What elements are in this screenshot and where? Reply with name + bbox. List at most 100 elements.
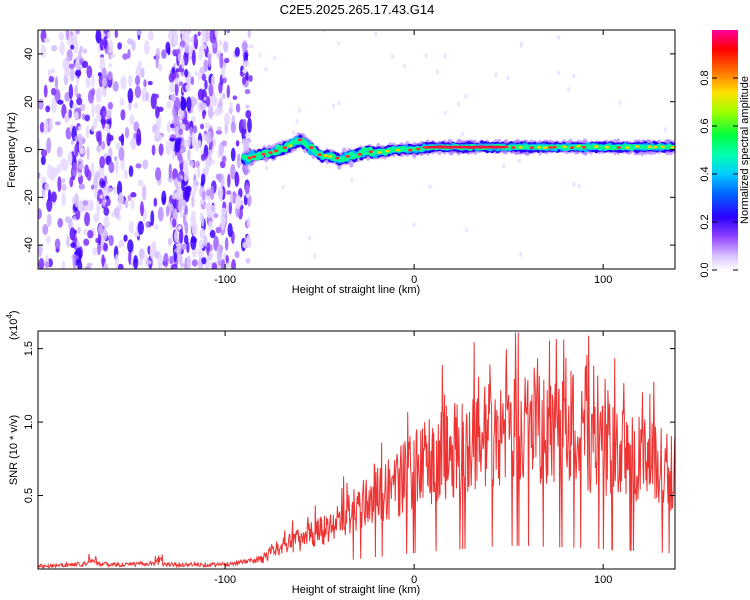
- heatmap-cell: [136, 30, 143, 36]
- heatmap-cell: [220, 259, 226, 269]
- heatmap-cell: [127, 88, 134, 104]
- heatmap-cell: [174, 230, 179, 243]
- heatmap-cell: [562, 145, 567, 149]
- heatmap-cell: [77, 226, 81, 234]
- heatmap-cell: [357, 152, 362, 156]
- heatmap-cell: [246, 216, 251, 229]
- heatmap-cell: [120, 109, 126, 121]
- colorbar-ticks: 0.0 0.2 0.4 0.6 0.8: [699, 70, 738, 278]
- heatmap-cell: [108, 134, 114, 142]
- heatmap-cell: [50, 98, 57, 114]
- y-tick-label: 0: [23, 146, 35, 152]
- heatmap-cell: [224, 237, 229, 251]
- heatmap-cell: [520, 41, 524, 47]
- heatmap-cell: [74, 69, 82, 77]
- heatmap-cell: [201, 44, 207, 50]
- heatmap-cell: [552, 145, 557, 149]
- heatmap-cell: [183, 175, 188, 182]
- heatmap-cell: [139, 201, 144, 217]
- heatmap-cell: [660, 145, 665, 149]
- heatmap-cell: [124, 199, 129, 209]
- heatmap-cell: [214, 30, 219, 39]
- heatmap-cell: [180, 243, 187, 250]
- heatmap-cell: [102, 228, 108, 241]
- heatmap-cell: [54, 121, 61, 126]
- heatmap-cell: [74, 143, 79, 158]
- heatmap-cell: [102, 86, 107, 98]
- heatmap-cell: [178, 228, 184, 244]
- heatmap-cell: [536, 146, 542, 149]
- heatmap-cell: [254, 157, 261, 161]
- heatmap-cell: [226, 84, 230, 99]
- heatmap-cell: [58, 31, 65, 41]
- heatmap-cell: [87, 229, 94, 239]
- heatmap-cell: [201, 216, 205, 227]
- colorbar-tick-label: 0.0: [699, 262, 711, 277]
- heatmap-cell: [97, 72, 102, 77]
- heatmap-cell: [242, 242, 247, 249]
- heatmap-cell: [204, 79, 208, 90]
- heatmap-cell: [172, 266, 178, 269]
- heatmap-cell: [652, 145, 658, 149]
- heatmap-cell: [424, 53, 428, 59]
- heatmap-cell: [62, 58, 69, 71]
- heatmap-cell: [158, 143, 164, 156]
- heatmap-cell: [213, 213, 219, 219]
- heatmap-cell: [403, 63, 407, 69]
- heatmap-cell: [157, 253, 163, 269]
- heatmap-cell: [51, 44, 58, 52]
- heatmap-cell: [272, 55, 276, 61]
- heatmap-cell: [226, 190, 232, 195]
- heatmap-cell: [616, 146, 621, 149]
- heatmap-cell: [68, 63, 75, 69]
- heatmap-cell: [74, 193, 79, 208]
- heatmap-cell: [78, 126, 82, 131]
- heatmap-cell: [135, 75, 141, 86]
- heatmap-cell: [155, 105, 160, 119]
- heatmap-cell: [412, 222, 416, 228]
- heatmap-cell: [99, 194, 104, 199]
- heatmap-cell: [518, 145, 523, 149]
- heatmap-cell: [39, 121, 45, 133]
- heatmap-cell: [429, 145, 505, 149]
- heatmap-cell: [202, 110, 206, 120]
- heatmap-cell: [529, 146, 535, 150]
- heatmap-cell: [43, 84, 48, 98]
- x-tick-label: 100: [594, 274, 612, 286]
- heatmap-cell: [74, 111, 79, 120]
- heatmap-cell: [40, 155, 46, 166]
- heatmap-cell: [228, 108, 233, 114]
- heatmap-cell: [100, 141, 106, 150]
- heatmap-cell: [98, 223, 103, 236]
- heatmap-cell: [190, 237, 198, 244]
- heatmap-cell: [167, 237, 172, 246]
- heatmap-cell: [221, 65, 226, 79]
- colorbar-tick-label: 0.2: [699, 214, 711, 229]
- heatmap-cell: [184, 205, 188, 215]
- heatmap-cell: [581, 145, 587, 149]
- heatmap-cell: [190, 76, 195, 86]
- heatmap-cell: [244, 182, 250, 195]
- x-tick-label: 100: [594, 574, 612, 586]
- heatmap-cell: [244, 132, 251, 138]
- heatmap-cell: [46, 198, 53, 212]
- heatmap-cell: [130, 139, 137, 150]
- heatmap-cell: [114, 253, 119, 269]
- heatmap-cell: [218, 81, 223, 94]
- heatmap-cell: [180, 145, 186, 154]
- heatmap-cell: [196, 167, 201, 179]
- snr-frame: [37, 330, 676, 570]
- heatmap-cell: [209, 185, 215, 201]
- colorbar-label: Normalized spectral amplitude: [739, 76, 750, 224]
- heatmap-cell: [179, 210, 184, 218]
- heatmap-cell: [133, 255, 139, 269]
- heatmap-cell: [191, 221, 198, 237]
- heatmap-cell: [90, 184, 95, 190]
- heatmap-cell: [77, 172, 82, 177]
- heatmap-cell: [309, 146, 314, 149]
- heatmap-cell: [203, 96, 207, 101]
- heatmap-cell: [231, 259, 237, 269]
- heatmap-cell: [161, 49, 167, 59]
- heatmap-cell: [165, 205, 170, 217]
- heatmap-cell: [281, 184, 285, 190]
